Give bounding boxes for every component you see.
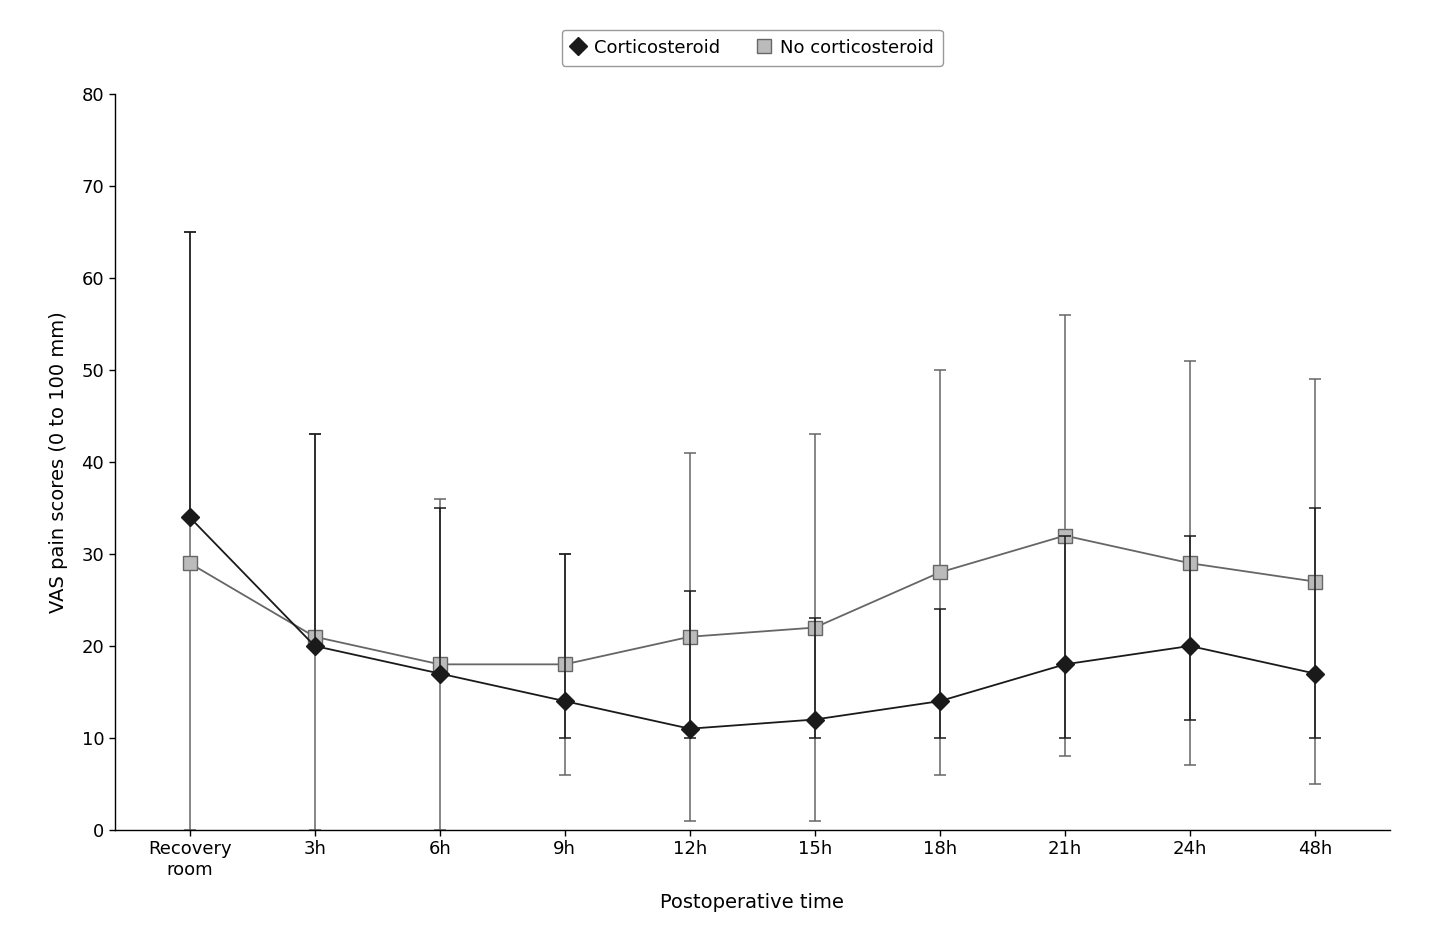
- Legend: Corticosteroid, No corticosteroid: Corticosteroid, No corticosteroid: [562, 30, 943, 66]
- Y-axis label: VAS pain scores (0 to 100 mm): VAS pain scores (0 to 100 mm): [49, 311, 67, 613]
- X-axis label: Postoperative time: Postoperative time: [661, 893, 844, 912]
